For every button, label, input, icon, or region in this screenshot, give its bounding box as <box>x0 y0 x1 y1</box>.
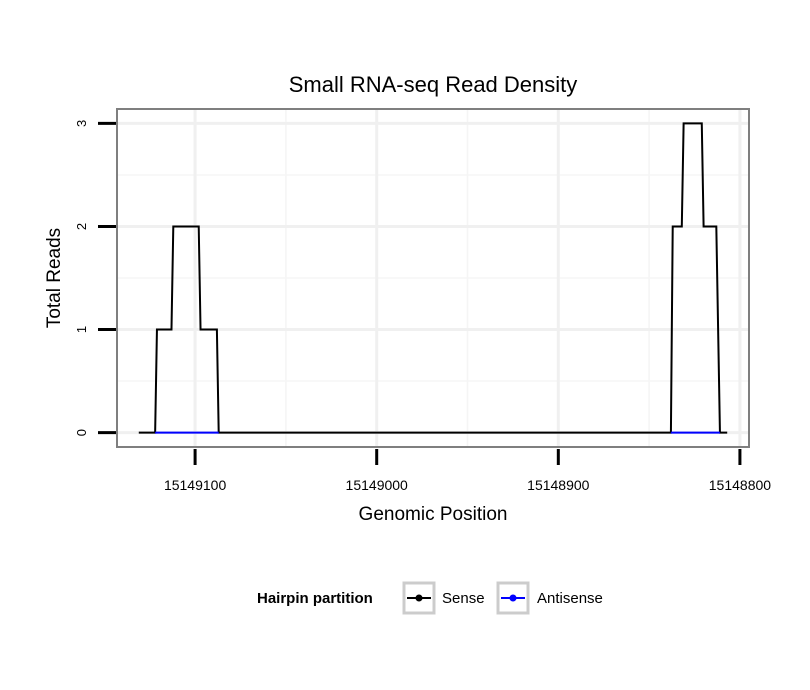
y-tick-label: 1 <box>74 326 89 333</box>
legend-title: Hairpin partition <box>257 590 373 607</box>
y-tick-label: 3 <box>74 120 89 127</box>
y-axis-label: Total Reads <box>44 228 65 328</box>
legend-dot-sense <box>415 594 423 602</box>
series-sense-line <box>138 122 728 434</box>
x-tick-label: 15149100 <box>164 477 227 493</box>
y-tick-label: 2 <box>74 223 89 230</box>
series-layer <box>138 122 728 434</box>
x-tick-label: 15148900 <box>527 477 590 493</box>
x-tick-label: 15148800 <box>709 477 772 493</box>
legend-dot-antisense <box>509 594 517 602</box>
chart-title: Small RNA-seq Read Density <box>289 72 578 97</box>
legend-label-antisense: Antisense <box>537 590 603 607</box>
plot-panel <box>116 108 750 448</box>
y-tick-label: 0 <box>74 429 89 436</box>
x-axis-label: Genomic Position <box>359 504 508 525</box>
x-tick-label: 15149000 <box>346 477 409 493</box>
grid <box>117 109 749 447</box>
legend: Hairpin partition Sense Antisense <box>257 581 603 615</box>
legend-label-sense: Sense <box>442 590 485 607</box>
axes: 15149100 15149000 15148900 15148800 0 1 2 3 <box>74 120 771 493</box>
